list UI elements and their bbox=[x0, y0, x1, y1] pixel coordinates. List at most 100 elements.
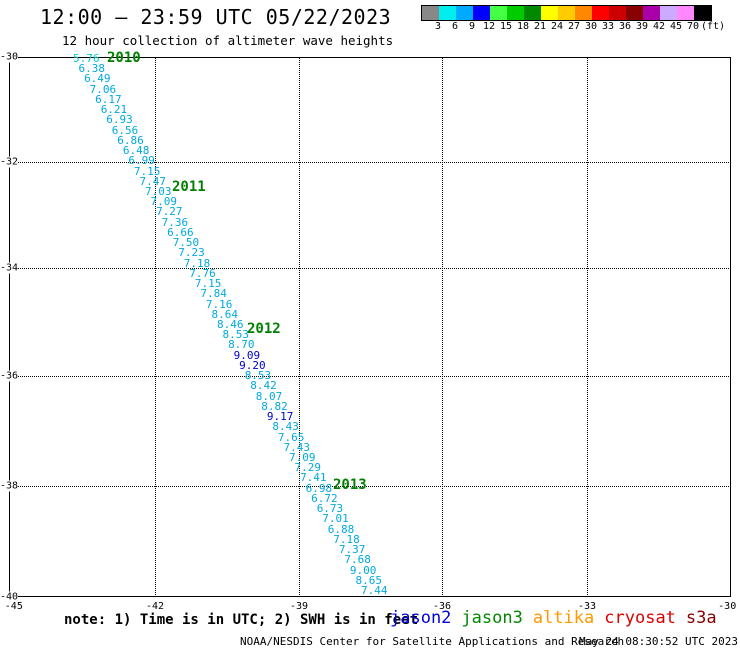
longitude-label: -39 bbox=[289, 601, 309, 612]
wave-height-value: 8.53 bbox=[244, 369, 272, 383]
wave-height-value: 6.66 bbox=[167, 225, 194, 239]
wave-height-value: 7.65 bbox=[277, 430, 305, 444]
legend-label: 24 bbox=[550, 21, 564, 32]
legend-swatch bbox=[558, 6, 575, 20]
color-legend bbox=[421, 5, 712, 21]
grid-line-horizontal bbox=[9, 162, 731, 163]
legend-swatch bbox=[677, 6, 694, 20]
legend-swatch bbox=[439, 6, 456, 20]
satellite-name: s3a bbox=[685, 608, 717, 628]
legend-swatch bbox=[507, 6, 524, 20]
wave-height-value: 7.37 bbox=[338, 543, 366, 557]
wave-height-value: 7.15 bbox=[133, 164, 161, 178]
year-label: 2011 bbox=[172, 179, 206, 195]
satellite-legend: jason2 jason3 altika cryosat s3a bbox=[390, 608, 727, 628]
wave-height-value: 7.16 bbox=[205, 297, 233, 311]
wave-height-value: 6.17 bbox=[95, 92, 122, 106]
wave-height-value: 7.18 bbox=[333, 532, 360, 546]
grid-line-vertical bbox=[442, 57, 443, 597]
latitude-label: -38 bbox=[0, 480, 19, 492]
satellite-name: jason2 bbox=[390, 608, 452, 628]
wave-height-value: 7.68 bbox=[344, 553, 371, 567]
wave-height-value: 7.18 bbox=[183, 256, 211, 270]
year-label: 2012 bbox=[247, 321, 281, 337]
legend-swatch bbox=[456, 6, 473, 20]
wave-height-value: 7.15 bbox=[194, 277, 222, 291]
legend-label: 27 bbox=[567, 21, 581, 32]
wave-height-value: 7.84 bbox=[200, 287, 227, 301]
legend-label: 9 bbox=[468, 21, 476, 32]
legend-label: 3 bbox=[434, 21, 442, 32]
legend-label: 6 bbox=[451, 21, 459, 32]
wave-height-value: 6.99 bbox=[128, 154, 155, 168]
wave-height-value: 6.72 bbox=[311, 491, 338, 505]
wave-height-value: 8.43 bbox=[272, 420, 299, 434]
note-text: note: 1) Time is in UTC; 2) SWH is in fe… bbox=[64, 612, 419, 628]
legend-swatch bbox=[541, 6, 558, 20]
wave-height-value: 7.03 bbox=[145, 185, 172, 198]
legend-label: 42 bbox=[652, 21, 666, 32]
wave-height-value: 8.64 bbox=[211, 307, 238, 321]
wave-height-value: 6.98 bbox=[305, 481, 333, 495]
legend-label: 21 bbox=[533, 21, 547, 32]
wave-height-value: 7.29 bbox=[294, 461, 322, 475]
year-label: 2010 bbox=[107, 50, 141, 66]
wave-height-value: 9.17 bbox=[266, 410, 294, 424]
legend-swatch bbox=[592, 6, 609, 20]
wave-height-value: 9.09 bbox=[233, 348, 261, 362]
footer-timestamp: May 24 08:30:52 UTC 2023 bbox=[579, 635, 738, 648]
wave-height-value: 8.82 bbox=[261, 399, 288, 413]
wave-height-value: 7.76 bbox=[189, 266, 216, 280]
wave-height-value: 6.73 bbox=[316, 502, 344, 516]
wave-height-value: 7.06 bbox=[89, 82, 117, 96]
wave-height-value: 6.21 bbox=[100, 103, 128, 117]
wave-height-value: 7.09 bbox=[150, 195, 178, 209]
longitude-label: -42 bbox=[145, 601, 165, 612]
wave-height-value: 8.07 bbox=[255, 389, 283, 403]
grid-line-horizontal bbox=[9, 268, 731, 269]
year-label: 2013 bbox=[333, 477, 367, 493]
wave-height-value: 8.53 bbox=[222, 328, 250, 342]
footer: NOAA/NESDIS Center for Satellite Applica… bbox=[240, 635, 738, 648]
wave-height-value: 8.42 bbox=[250, 379, 277, 393]
wave-height-value: 6.56 bbox=[111, 123, 139, 137]
latitude-label: -30 bbox=[0, 51, 19, 63]
legend-swatch bbox=[660, 6, 677, 20]
wave-height-value: 6.86 bbox=[117, 133, 144, 147]
wave-height-value: 7.23 bbox=[178, 246, 205, 260]
legend-label: 39 bbox=[635, 21, 649, 32]
satellite-name: altika bbox=[532, 608, 595, 628]
page-title: 12:00 — 23:59 UTC 05/22/2023 bbox=[40, 5, 392, 29]
latitude-label: -36 bbox=[0, 370, 19, 382]
legend-swatch bbox=[524, 6, 541, 20]
wave-height-value: 6.88 bbox=[327, 522, 355, 536]
legend-swatch bbox=[422, 6, 439, 20]
longitude-label: -36 bbox=[432, 601, 452, 612]
wave-height-value: 7.09 bbox=[289, 451, 316, 464]
grid-line-vertical bbox=[587, 57, 588, 597]
wave-height-value: 7.36 bbox=[161, 215, 189, 229]
page-subtitle: 12 hour collection of altimeter wave hei… bbox=[62, 33, 394, 48]
wave-height-value: 6.49 bbox=[84, 72, 111, 86]
legend-label: (ft) bbox=[700, 21, 726, 32]
wave-height-value: 7.27 bbox=[156, 205, 183, 219]
footer-credit: NOAA/NESDIS Center for Satellite Applica… bbox=[240, 635, 625, 648]
longitude-label: -30 bbox=[718, 601, 737, 612]
latitude-label: -40 bbox=[0, 591, 19, 603]
longitude-label: -45 bbox=[4, 601, 23, 612]
legend-label: 70 bbox=[686, 21, 700, 32]
legend-label: 12 bbox=[482, 21, 496, 32]
wave-height-value: 7.01 bbox=[322, 512, 349, 526]
latitude-label: -32 bbox=[0, 156, 19, 168]
legend-swatch bbox=[473, 6, 490, 20]
wave-height-value: 7.41 bbox=[300, 471, 327, 485]
wave-height-value: 6.38 bbox=[78, 62, 106, 76]
wave-height-value: 9.00 bbox=[349, 563, 377, 577]
legend-label: 45 bbox=[669, 21, 683, 32]
grid-line-vertical bbox=[155, 57, 156, 597]
legend-swatch bbox=[694, 6, 711, 20]
wave-height-value: 7.44 bbox=[361, 584, 388, 597]
grid-line-horizontal bbox=[9, 486, 731, 487]
wave-height-value: 8.70 bbox=[228, 338, 255, 352]
legend-swatch bbox=[490, 6, 507, 20]
